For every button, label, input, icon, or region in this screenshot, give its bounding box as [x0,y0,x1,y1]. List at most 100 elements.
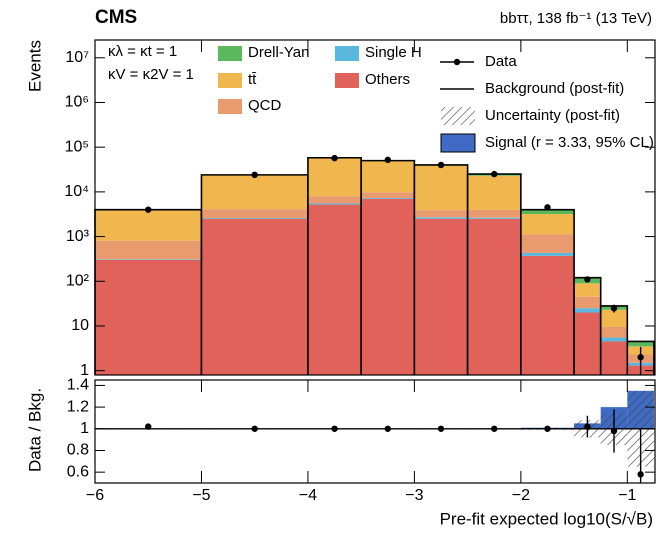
stack-segment [414,217,468,219]
stack-segment [307,203,362,205]
data-point [437,161,445,169]
legend-swatch [218,73,242,88]
legend-label: Others [365,71,410,88]
legend-swatch [335,73,359,88]
x-tick-label: −3 [405,487,423,504]
plot-frame [94,379,656,484]
data-point [637,471,644,478]
legend-swatch [218,99,242,114]
stack-segment [600,341,628,375]
stack-segment [600,326,628,338]
legend-label: Uncertainty (post-fit) [485,107,620,124]
stack-segment [414,210,468,218]
stack-segment [520,252,575,256]
legend-label: QCD [248,97,282,114]
plot-frame [94,39,656,376]
data-point [544,425,551,432]
stack-segment [574,296,601,309]
y-tick-label: 10² [66,272,90,289]
stack-segment [361,198,415,375]
stack-segment [520,213,575,235]
stack-segment [95,259,202,375]
x-tick-label: −6 [86,487,104,504]
data-point [251,171,258,179]
y-tick-label: 10³ [66,228,90,245]
y-tick-label: 0.6 [67,463,89,480]
stack-segment [361,192,415,198]
data-point [610,427,618,435]
legend-marker [453,58,461,66]
stack-segment [520,234,575,253]
stack-segment [467,217,521,219]
data-point [331,154,338,162]
stack-segment [574,312,601,375]
stack-segment [467,175,521,210]
stack-segment [307,158,362,197]
legend-label: Single H [365,44,422,61]
stack-segment [201,209,308,219]
data-point [145,206,152,213]
y-tick-label: 1.2 [67,398,89,415]
legend-label: Background (post-fit) [485,80,624,97]
y-tick-label: 10⁶ [65,94,89,111]
stack-segment [95,210,202,241]
stack-segment [414,165,468,211]
stack-segment [600,337,628,342]
data-point [384,156,391,164]
data-point [584,276,591,283]
background-outline [626,340,655,375]
y-tick-label: 10⁵ [65,138,89,155]
data-point [584,423,591,430]
legend-label: Signal (r = 3.33, 95% CL) [485,134,654,151]
stack-segment [627,341,654,347]
legend-swatch [440,133,476,153]
x-tick-label: −5 [192,487,210,504]
annotation: κλ = κt = 1 [108,43,177,60]
legend-swatch [218,46,242,61]
stack-segment [574,308,601,313]
stack-segment [361,161,415,193]
stack-segment [414,218,468,375]
y-tick-label: 1.4 [67,377,89,394]
data-point [610,304,618,312]
chart-subtitle: bbττ, 138 fb⁻¹ (13 TeV) [500,10,652,27]
x-tick-label: −1 [618,487,636,504]
chart-title: CMS [95,7,137,28]
x-tick-label: −2 [512,487,530,504]
y-tick-label: 10 [71,317,89,334]
y-axis-label: Events [25,40,44,92]
data-point [491,170,498,178]
legend-label: Data [485,53,517,70]
data-point [384,425,391,432]
stack-segment [307,196,362,204]
y-tick-label: 10⁷ [65,49,89,66]
y-tick-label: 10⁴ [64,183,89,200]
stack-segment [520,209,575,214]
legend-label: tt̄ [248,71,257,88]
data-point [251,425,258,432]
legend-label: Drell-Yan [248,44,309,61]
data-point [437,425,445,432]
stack-segment [467,218,521,375]
data-point [331,425,338,432]
stack-segment [95,259,202,260]
stack-segment [467,209,521,218]
data-point [491,425,498,432]
stack-segment [600,309,628,327]
y-tick-label: 1 [80,420,89,437]
stack-segment [201,218,308,219]
stack-segment [201,175,308,210]
x-axis-label: Pre-fit expected log10(S/√B) [440,509,653,528]
legend-swatch [335,46,359,61]
stack-segment [361,197,415,199]
stack-segment [307,204,362,375]
data-point [544,204,551,211]
annotation: κV = κ2V = 1 [108,66,194,83]
y-tick-label: 1 [80,362,89,379]
x-tick-label: −4 [299,487,317,504]
stack-segment [574,283,601,297]
stack-segment [201,218,308,375]
y-axis-label: Data / Bkg. [25,388,44,472]
